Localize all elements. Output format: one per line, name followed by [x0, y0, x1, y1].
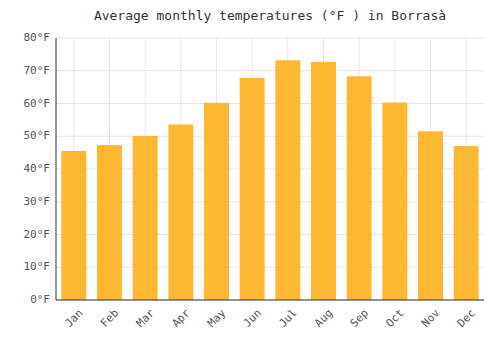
x-tick-label: Oct [383, 307, 406, 330]
y-tick-label: 10°F [24, 260, 51, 273]
bar [133, 136, 158, 300]
bar [418, 131, 443, 300]
y-axis-line [56, 38, 57, 300]
grid-line [56, 300, 484, 301]
y-tick-label: 30°F [24, 195, 51, 208]
x-tick-label: Nov [419, 306, 443, 330]
bar [204, 103, 229, 300]
chart-container: 0°F 10°F 20°F 30°F 40°F 50°F 60°F 70°F 80°F Jan Fe… [0, 0, 500, 350]
x-tick-label: Jul [276, 307, 299, 330]
chart: 0°F 10°F 20°F 30°F 40°F 50°F 60°F 70°F 80°F Jan Fe… [0, 0, 500, 350]
bar [240, 78, 265, 300]
bars [61, 60, 478, 300]
y-tick-label: 70°F [24, 64, 51, 77]
x-tick-label: Jan [62, 307, 85, 330]
bar [97, 145, 122, 300]
x-tick-label: Apr [169, 306, 193, 330]
x-tick-label: Mar [134, 306, 158, 330]
bar [275, 60, 300, 300]
bar [311, 62, 336, 300]
bar [168, 124, 193, 300]
grid [56, 38, 484, 300]
title: Average monthly temperatures (°F ) in Bo… [94, 8, 446, 23]
x-axis: Jan Feb Mar Apr May Jun Jul Aug Sep Oct Nov Dec [62, 306, 478, 330]
x-tick-label: Feb [98, 307, 121, 330]
grid-line [56, 103, 484, 104]
y-tick-label: 40°F [24, 162, 51, 175]
grid-line [56, 38, 484, 39]
y-tick-label: 0°F [30, 293, 50, 306]
x-axis-line [56, 300, 484, 301]
bar [347, 76, 372, 300]
x-tick-label: Dec [455, 307, 478, 330]
y-tick-label: 20°F [24, 228, 51, 241]
bar [382, 103, 407, 300]
y-tick-label: 80°F [24, 31, 51, 44]
y-axis: 0°F 10°F 20°F 30°F 40°F 50°F 60°F 70°F 80°F [24, 31, 51, 306]
y-tick-label: 50°F [24, 129, 51, 142]
bar [454, 146, 479, 300]
y-tick-label: 60°F [24, 97, 51, 110]
x-tick-label: Sep [348, 307, 371, 330]
bar [61, 151, 86, 300]
x-tick-label: Jun [241, 307, 264, 330]
x-tick-label: May [205, 306, 229, 330]
x-tick-label: Aug [312, 307, 335, 330]
grid-line [56, 70, 484, 71]
